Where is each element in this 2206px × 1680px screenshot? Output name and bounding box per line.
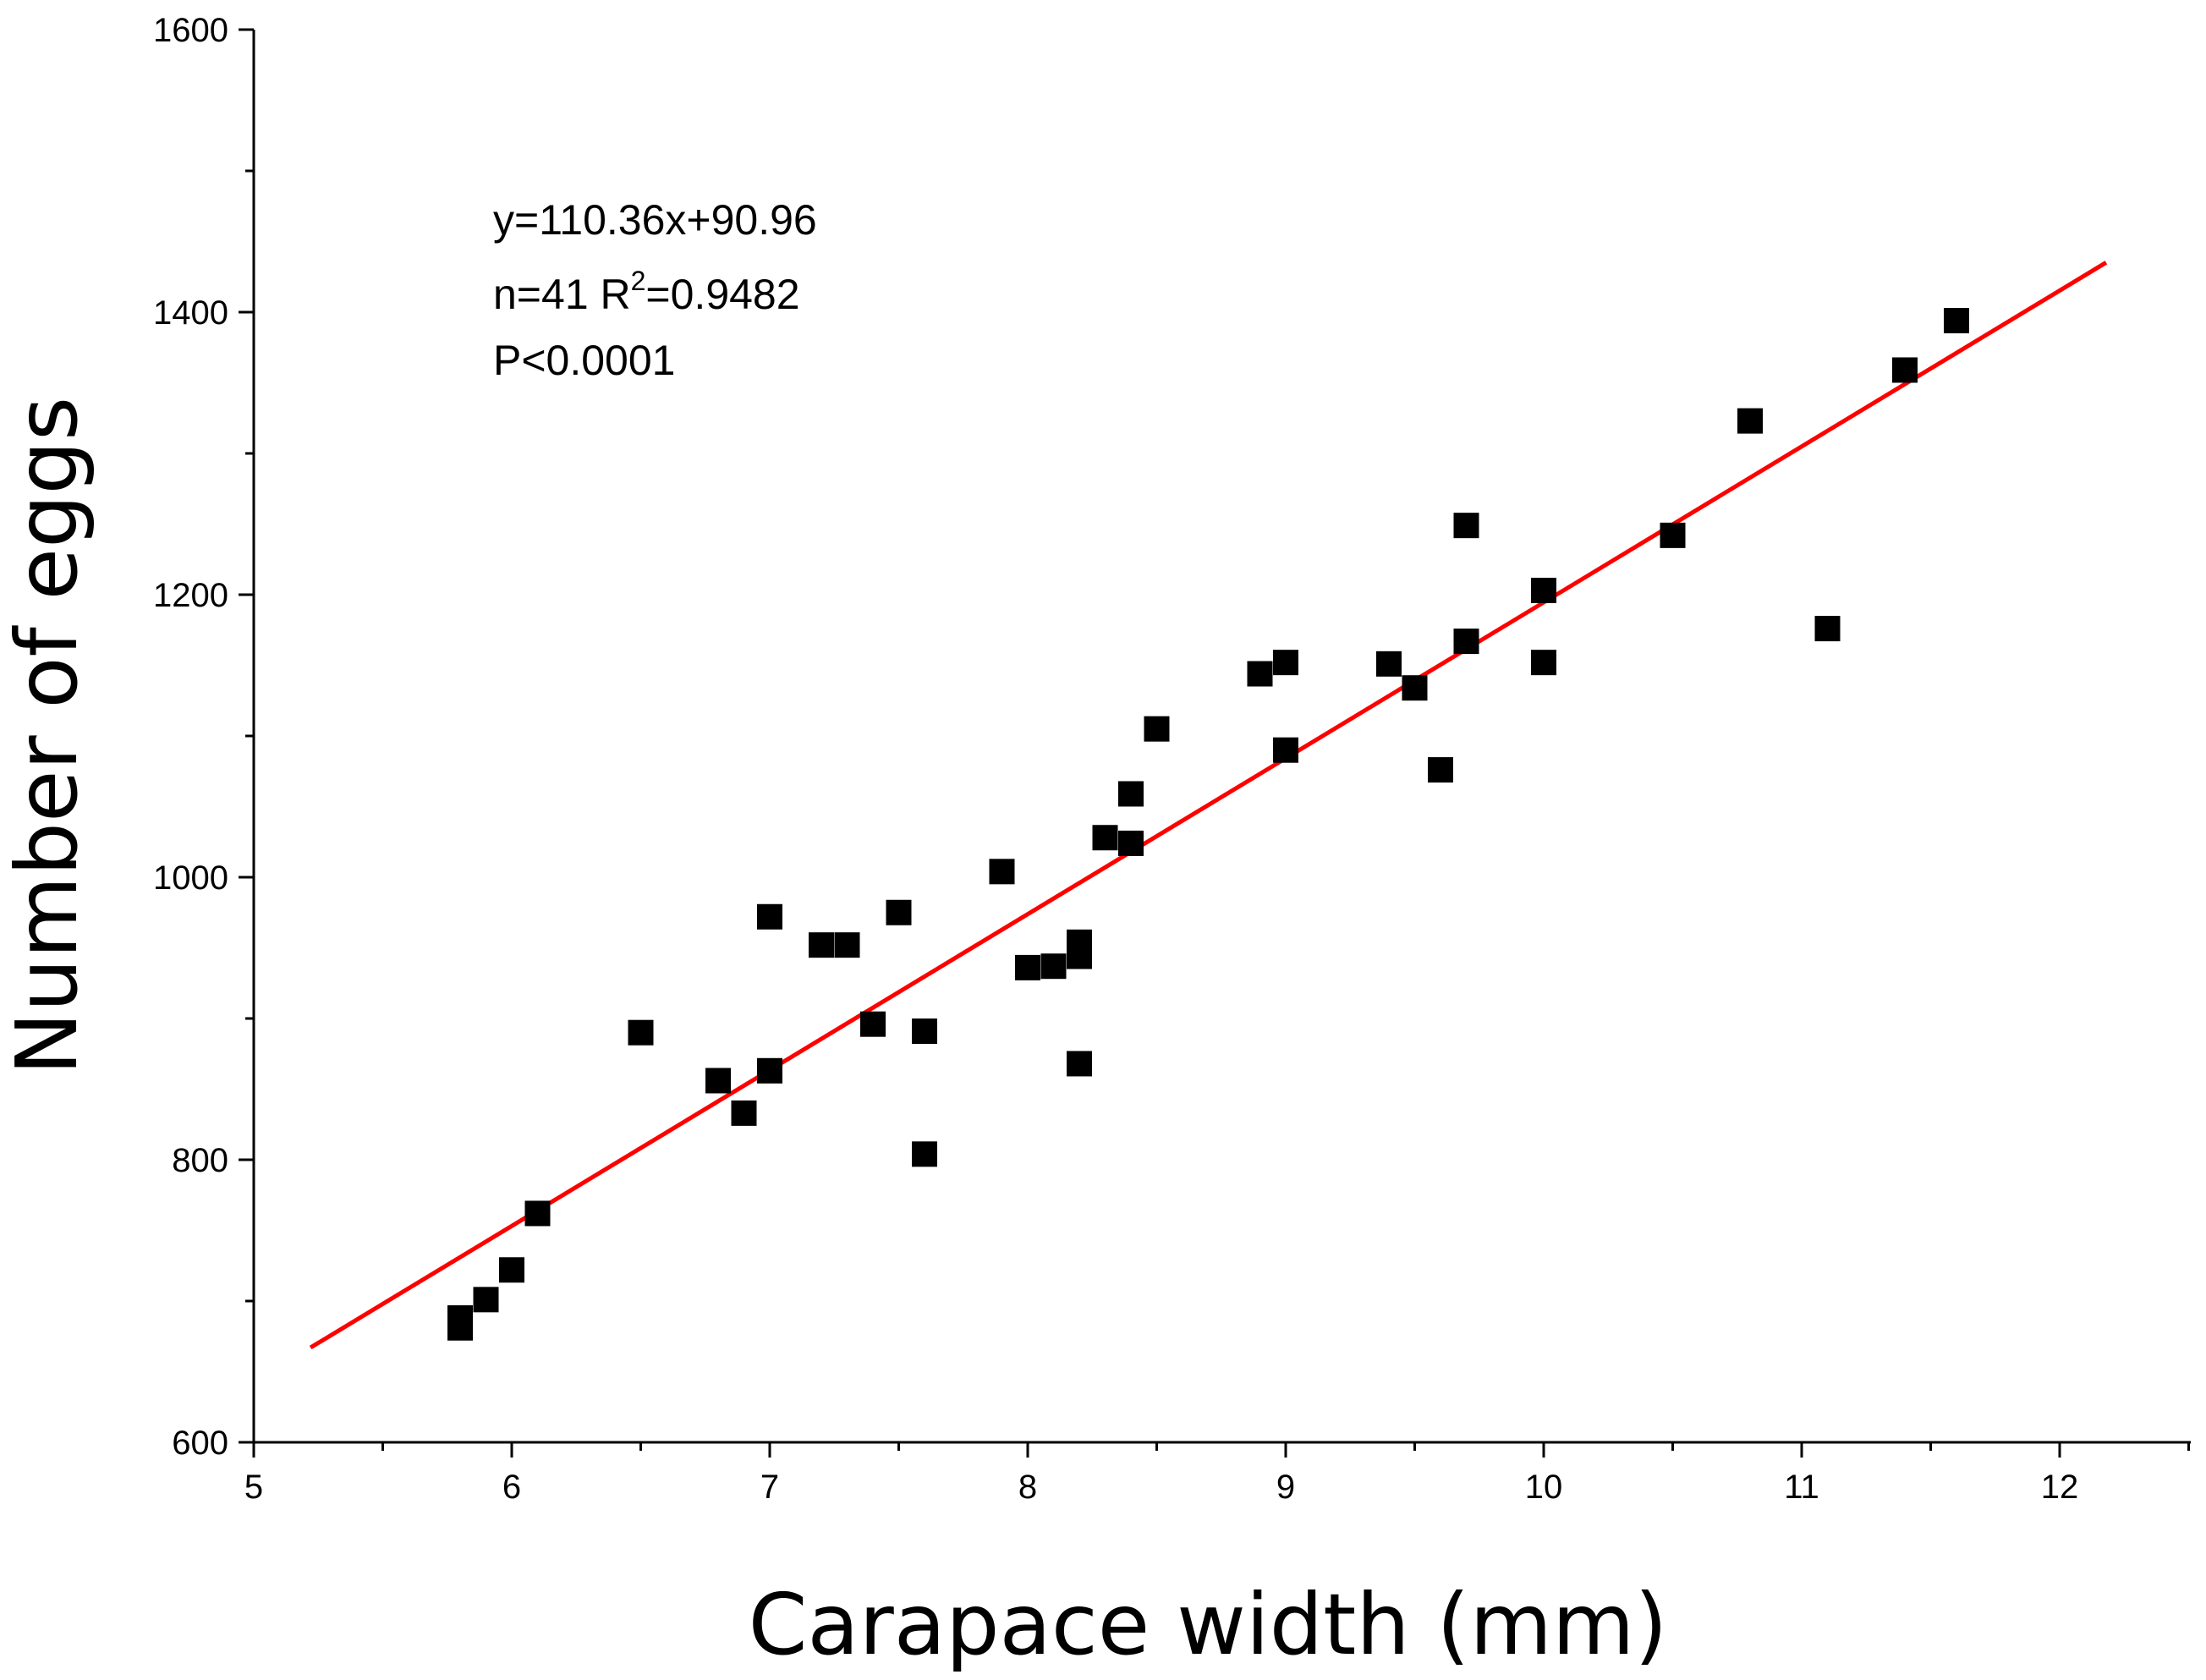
data-point	[834, 932, 860, 958]
data-point	[1040, 953, 1067, 980]
x-tick-label: 9	[1276, 1469, 1295, 1506]
data-point	[1660, 522, 1686, 548]
x-axis-title: Carapace width (mm)	[749, 1575, 1668, 1674]
x-tick-label: 7	[760, 1469, 779, 1506]
data-point	[1944, 308, 1969, 334]
equation-text: y=110.36x+90.96	[493, 196, 817, 244]
data-point	[473, 1287, 499, 1313]
stats-prefix: n=41 R	[493, 271, 631, 318]
data-point	[1067, 929, 1092, 955]
data-point	[1092, 825, 1118, 851]
data-point	[860, 1011, 886, 1037]
data-point	[1531, 650, 1556, 676]
data-point	[1273, 650, 1298, 676]
x-tick-label: 12	[2041, 1469, 2079, 1506]
fit-line-group	[309, 261, 2108, 1350]
data-point	[1067, 1051, 1092, 1077]
stats-text: n=41 R2=0.9482	[493, 266, 800, 318]
data-point	[705, 1068, 731, 1094]
x-ticks: 5 6 7 8 9 10 11 12	[244, 1442, 2190, 1506]
x-tick-label: 10	[1525, 1469, 1563, 1506]
data-point	[1376, 651, 1402, 677]
y-tick-label: 1400	[153, 294, 228, 332]
data-point	[731, 1100, 757, 1126]
data-point	[628, 1019, 654, 1046]
data-point	[1144, 716, 1170, 742]
y-ticks: 600 800 1000 1200 1400 1600	[153, 12, 254, 1462]
y-tick-label: 1600	[153, 12, 228, 49]
data-point	[1402, 675, 1428, 701]
data-point	[1118, 781, 1144, 807]
data-point	[912, 1018, 937, 1045]
data-point	[1531, 577, 1556, 603]
y-tick-label: 1000	[153, 859, 228, 897]
data-point	[1273, 737, 1298, 763]
regression-line	[309, 261, 2108, 1350]
data-point	[912, 1141, 937, 1167]
data-point	[1453, 629, 1479, 655]
data-point	[1118, 830, 1144, 856]
data-point	[1814, 616, 1841, 642]
x-tick-label: 6	[502, 1469, 521, 1506]
data-point	[757, 1057, 782, 1084]
data-point	[886, 899, 912, 925]
x-tick-label: 5	[244, 1469, 263, 1506]
y-tick-label: 600	[172, 1425, 228, 1462]
regression-annotation: y=110.36x+90.96 n=41 R2=0.9482 P<0.0001	[493, 196, 817, 384]
data-point	[499, 1257, 524, 1283]
y-axis-title: Number of eggs	[0, 397, 96, 1075]
data-point	[1737, 408, 1763, 434]
data-points	[447, 308, 1969, 1341]
r-squared-superscript: 2	[631, 266, 646, 296]
data-point	[1015, 954, 1040, 980]
data-point	[447, 1305, 473, 1331]
data-point	[524, 1200, 551, 1227]
pvalue-text: P<0.0001	[493, 337, 675, 384]
x-tick-label: 11	[1784, 1469, 1819, 1506]
x-tick-label: 8	[1018, 1469, 1037, 1506]
data-point	[757, 903, 782, 930]
y-tick-label: 800	[172, 1142, 228, 1179]
data-point	[809, 932, 834, 958]
data-point	[1453, 513, 1479, 539]
data-point	[1892, 357, 1918, 383]
data-point	[1428, 757, 1453, 783]
y-tick-label: 1200	[153, 577, 228, 614]
stats-suffix: =0.9482	[645, 271, 799, 318]
data-point	[989, 859, 1015, 885]
data-point	[1247, 661, 1273, 687]
